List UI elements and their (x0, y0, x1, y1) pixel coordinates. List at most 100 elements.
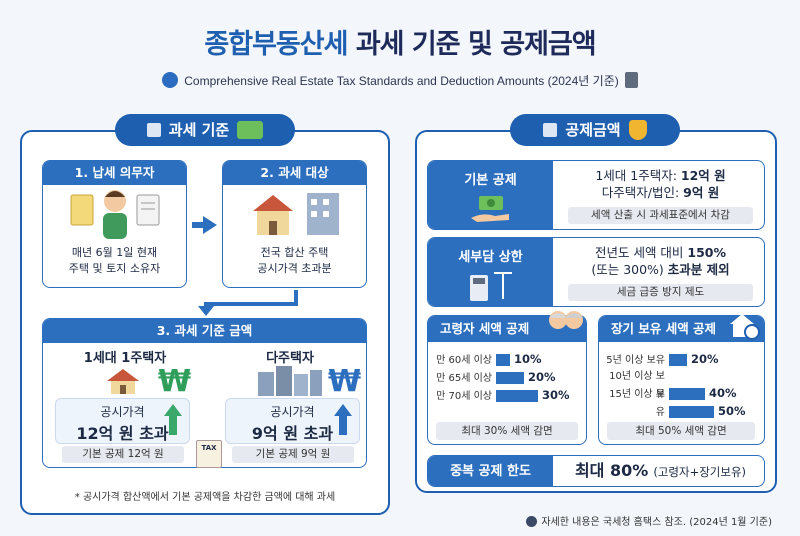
flow-connector (294, 290, 298, 304)
won-icon-blue: ₩ (328, 364, 362, 399)
elderly-credit-row-value: 30% (542, 388, 570, 402)
longterm-credit-bar (669, 388, 705, 400)
elderly-credit-note: 최대 30% 세액 감면 (436, 422, 578, 440)
basic-line2: 다주택자/법인: 9억 원 (601, 185, 720, 200)
burden-cap-note: 세금 급증 방지 제도 (568, 284, 753, 301)
single-owner-amount: 12억 원 초과 (76, 424, 169, 443)
longterm-credit-row: 15년 이상 보유 50% (605, 386, 764, 418)
elderly-credit-bar (496, 390, 538, 402)
flow-arrow-shaft (192, 222, 204, 228)
info-icon (526, 516, 538, 527)
basic-line1: 1세대 1주택자: 12억 원 (595, 168, 726, 183)
tax-standards-label: 과세 기준 (115, 114, 295, 146)
overlap-limit-suffix: (고령자+장기보유) (653, 465, 747, 479)
taxpayer-card-title: 1. 납세 의무자 (43, 161, 186, 185)
overlap-limit-card: 중복 공제 한도 최대 80% (고령자+장기보유) (427, 455, 765, 487)
elderly-credit-card: 고령자 세액 공제 만 60세 이상 10% 만 65세 이상 20% 만 70세 이상… (427, 315, 587, 445)
won-icon: ₩ (158, 364, 192, 399)
taxpayer-line2: 주택 및 토지 소유자 (68, 262, 161, 275)
longterm-credit-bar (669, 354, 687, 366)
taxpayer-card: 1. 납세 의무자 매년 6월 1일 현재 주택 및 토지 소유자 (42, 160, 187, 288)
single-owner-box: 공시가격 12억 원 초과 (55, 398, 190, 444)
house-icon (107, 369, 139, 394)
up-arrow-icon (164, 404, 182, 416)
taxable-object-line2: 공시가격 초과분 (257, 262, 332, 275)
page-subtitle: Comprehensive Real Estate Tax Standards … (0, 72, 800, 89)
overlap-limit-text: 최대 80% (고령자+장기보유) (558, 456, 763, 486)
elderly-credit-row-value: 20% (528, 370, 556, 384)
elderly-credit-row-label: 만 70세 이상 (436, 391, 492, 402)
flow-connector-horizontal (204, 302, 298, 306)
longterm-credit-row-label: 5년 이상 보유 (606, 355, 665, 366)
basic-deduction-side: 기본 공제 (428, 161, 553, 229)
tax-document-icon: TAX (196, 440, 222, 468)
elderly-credit-row-label: 만 65세 이상 (436, 373, 492, 384)
house-clock-icon (730, 314, 760, 340)
elderly-credit-bar (496, 372, 524, 384)
longterm-credit-row-value: 40% (709, 386, 737, 400)
cap-line1: 전년도 세액 대비 150% (594, 245, 727, 260)
single-owner-label: 공시가격 (100, 405, 145, 419)
page-title: 종합부동산세 과세 기준 및 공제금액 (204, 29, 596, 60)
multi-owner-amount: 9억 원 초과 (251, 424, 334, 443)
calculator-scale-icon (469, 272, 512, 301)
single-owner-title: 1세대 1주택자 (83, 351, 167, 366)
flow-arrow-down-icon (198, 306, 214, 316)
elderly-credit-rows: 만 60세 이상 10% 만 65세 이상 20% 만 70세 이상 30% (428, 342, 586, 404)
building-icon (146, 123, 161, 137)
elderly-credit-row: 만 60세 이상 10% (434, 350, 586, 368)
multi-owner-title: 다주택자 (266, 351, 314, 366)
elderly-credit-row-label: 만 60세 이상 (436, 355, 492, 366)
longterm-credit-row-label: 15년 이상 보유 (609, 389, 665, 418)
elderly-credit-row-value: 10% (514, 352, 542, 366)
longterm-credit-row: 5년 이상 보유 20% (605, 350, 764, 368)
up-arrow-shaft (169, 415, 177, 435)
longterm-credit-row-label: 10년 이상 보유 (609, 371, 665, 400)
footnote: * 공시가격 합산액에서 기본 공제액을 차감한 금액에 대해 과세 (74, 492, 336, 503)
burden-cap-title: 세부담 상한 (458, 250, 523, 265)
calculator-icon (624, 72, 638, 88)
calculator-icon (543, 123, 558, 137)
longterm-credit-row: 10년 이상 보유 40% (605, 368, 764, 400)
elderly-credit-bar (496, 354, 510, 366)
taxable-object-card: 2. 과세 대상 전국 합산 주택 공시가격 초과분 (222, 160, 367, 288)
up-arrow-blue-icon (334, 404, 352, 416)
hand-money-icon (470, 196, 509, 222)
elderly-couple-icon (549, 311, 583, 329)
longterm-credit-card: 장기 보유 세액 공제 5년 이상 보유 20% 10년 이상 보유 40% 15년 이… (598, 315, 765, 445)
basic-deduction-note: 세액 산출 시 과세표준에서 차감 (568, 207, 753, 224)
up-arrow-blue-shaft (339, 415, 347, 435)
taxable-object-line1: 전국 합산 주택 (260, 246, 329, 259)
longterm-credit-bar (669, 406, 714, 418)
elderly-credit-row: 만 65세 이상 20% (434, 368, 586, 386)
basic-deduction-title: 기본 공제 (464, 173, 517, 188)
threshold-card-title: 3. 과세 기준 금액 (43, 319, 366, 343)
longterm-credit-note: 최대 50% 세액 감면 (607, 422, 755, 440)
overlap-limit-title: 중복 공제 한도 (428, 456, 553, 486)
elderly-credit-row: 만 70세 이상 30% (434, 386, 586, 404)
longterm-credit-rows: 5년 이상 보유 20% 10년 이상 보유 40% 15년 이상 보유 50% (599, 342, 764, 418)
globe-icon (162, 72, 179, 88)
basic-deduction-card: 기본 공제 1세대 1주택자: 12억 원 다주택자/법인: 9억 원 세액 산… (427, 160, 765, 230)
overlap-limit-value: 최대 80% (574, 461, 649, 480)
burden-cap-text: 전년도 세액 대비 150% (또는 300%) 초과분 제외 (558, 244, 763, 278)
burden-cap-side: 세부담 상한 (428, 238, 553, 306)
basic-deduction-text: 1세대 1주택자: 12억 원 다주택자/법인: 9억 원 (558, 167, 763, 201)
burden-cap-card: 세부담 상한 전년도 세액 대비 150% (또는 300%) 초과분 제외 세… (427, 237, 765, 307)
longterm-credit-row-value: 50% (718, 404, 746, 418)
flow-arrow-right-icon (203, 216, 217, 234)
deduction-label: 공제금액 (510, 114, 680, 146)
taxable-object-card-title: 2. 과세 대상 (223, 161, 366, 185)
house-building-icon (253, 193, 339, 235)
longterm-credit-row-value: 20% (691, 352, 719, 366)
multi-owner-deduction: 기본 공제 9억 원 (232, 446, 354, 463)
cap-line2: (또는 300%) 초과분 제외 (591, 262, 730, 277)
single-owner-deduction: 기본 공제 12억 원 (62, 446, 184, 463)
money-icon (237, 121, 264, 139)
taxpayer-line1: 매년 6월 1일 현재 (71, 246, 158, 259)
footer-source: 자세한 내용은 국세청 홈택스 참조. (2024년 1월 기준) (526, 513, 772, 528)
multi-owner-label: 공시가격 (270, 405, 315, 419)
apartment-buildings-icon (258, 366, 322, 396)
person-document-icon (70, 190, 160, 239)
percent-shield-icon (628, 120, 647, 140)
